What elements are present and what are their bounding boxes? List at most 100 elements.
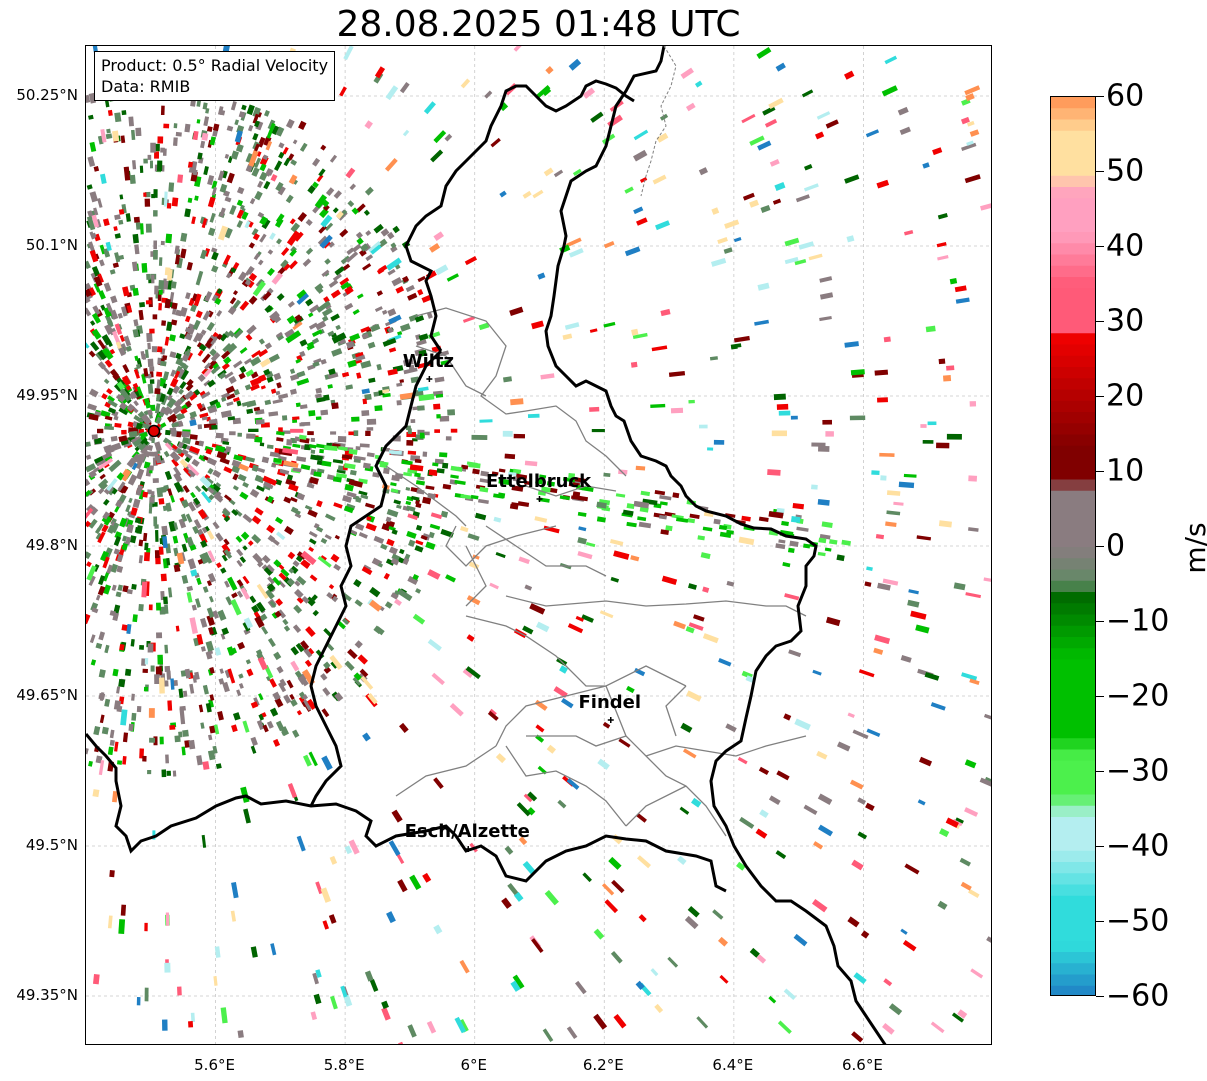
velocity-echo <box>304 444 311 451</box>
velocity-echo <box>333 563 341 571</box>
velocity-echo <box>366 452 375 458</box>
velocity-echo <box>793 933 808 947</box>
velocity-echo <box>256 583 269 600</box>
velocity-echo <box>236 220 243 228</box>
velocity-echo <box>169 377 179 388</box>
velocity-echo <box>138 539 144 547</box>
velocity-echo <box>565 237 582 248</box>
velocity-echo <box>877 582 891 591</box>
velocity-echo <box>89 249 99 263</box>
velocity-echo <box>186 463 200 476</box>
velocity-echo <box>257 211 265 219</box>
velocity-echo <box>965 592 982 599</box>
velocity-echo <box>922 440 934 444</box>
velocity-echo <box>316 526 324 533</box>
velocity-echo <box>243 808 251 824</box>
velocity-echo <box>803 804 818 815</box>
velocity-echo <box>92 46 98 53</box>
velocity-echo <box>211 186 217 196</box>
velocity-echo <box>510 398 524 406</box>
velocity-echo <box>103 571 110 582</box>
velocity-echo <box>109 269 116 275</box>
velocity-echo <box>179 368 190 381</box>
velocity-echo <box>239 204 245 210</box>
velocity-echo <box>292 560 300 568</box>
velocity-echo <box>266 524 276 534</box>
velocity-echo <box>760 204 771 213</box>
velocity-echo <box>181 574 189 584</box>
velocity-echo <box>778 410 791 416</box>
velocity-echo <box>261 456 270 464</box>
velocity-echo <box>331 595 339 603</box>
velocity-echo <box>687 518 696 524</box>
velocity-echo <box>321 199 330 208</box>
velocity-echo <box>624 246 641 257</box>
velocity-echo <box>388 449 402 455</box>
velocity-echo <box>266 267 275 277</box>
velocity-echo <box>186 536 195 548</box>
velocity-echo <box>460 78 471 89</box>
velocity-echo <box>238 463 250 472</box>
velocity-echo <box>178 518 187 529</box>
colorbar-step <box>1051 963 1095 976</box>
velocity-echo <box>510 980 521 992</box>
velocity-echo <box>351 207 359 215</box>
velocity-echo <box>292 419 298 423</box>
velocity-echo <box>93 276 103 287</box>
velocity-echo <box>285 118 295 129</box>
velocity-echo <box>131 462 138 471</box>
colorbar-step <box>1051 153 1095 166</box>
velocity-echo <box>966 120 975 127</box>
velocity-echo <box>539 474 547 479</box>
velocity-echo <box>238 673 244 679</box>
velocity-echo <box>253 143 260 153</box>
velocity-echo <box>266 122 276 139</box>
velocity-echo <box>121 624 129 631</box>
velocity-echo <box>121 429 127 435</box>
velocity-echo <box>315 969 322 978</box>
velocity-echo <box>97 273 104 283</box>
velocity-echo <box>356 203 366 213</box>
velocity-echo <box>397 557 405 564</box>
velocity-echo <box>148 373 152 379</box>
velocity-echo <box>665 525 673 532</box>
velocity-echo <box>424 431 430 436</box>
velocity-echo <box>160 105 165 116</box>
velocity-echo <box>783 713 792 721</box>
velocity-echo <box>922 162 930 169</box>
velocity-echo <box>273 559 282 568</box>
velocity-echo <box>124 668 132 677</box>
velocity-echo <box>599 610 614 619</box>
velocity-echo <box>841 539 852 546</box>
velocity-echo <box>439 415 450 422</box>
velocity-echo <box>201 491 212 504</box>
velocity-echo <box>126 305 133 314</box>
velocity-echo <box>288 260 298 270</box>
velocity-echo <box>163 450 170 458</box>
city-marker <box>465 846 472 852</box>
velocity-echo <box>208 227 216 237</box>
colorbar-step <box>1051 817 1095 829</box>
colorbar-step <box>1051 198 1095 211</box>
lat-tick-label: 50.1°N <box>25 236 78 254</box>
velocity-echo <box>836 741 851 752</box>
velocity-echo <box>795 194 810 203</box>
colorbar-tick-mark <box>1096 171 1104 172</box>
velocity-echo <box>416 339 427 346</box>
velocity-echo <box>110 522 120 534</box>
velocity-echo <box>132 614 138 623</box>
velocity-echo <box>158 546 164 555</box>
velocity-echo <box>315 881 323 895</box>
velocity-echo <box>983 713 991 720</box>
velocity-echo <box>436 468 445 474</box>
velocity-echo <box>166 770 172 776</box>
radar-map-panel[interactable] <box>85 45 992 1045</box>
velocity-echo <box>304 504 313 511</box>
velocity-echo <box>133 319 139 327</box>
velocity-echo <box>423 101 436 115</box>
velocity-echo <box>231 465 241 474</box>
velocity-echo <box>903 229 914 236</box>
velocity-echo <box>112 668 119 677</box>
velocity-echo <box>187 197 193 204</box>
velocity-echo <box>440 528 454 538</box>
